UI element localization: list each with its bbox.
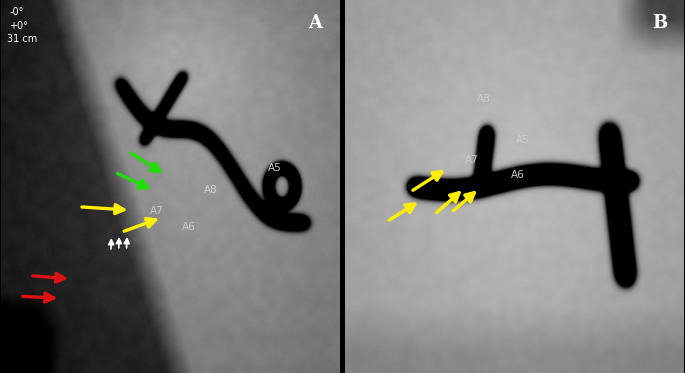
Text: A6: A6 xyxy=(511,170,525,179)
Text: A: A xyxy=(308,14,323,32)
Text: A8: A8 xyxy=(203,185,217,195)
Text: A5: A5 xyxy=(516,135,530,145)
Text: 31 cm: 31 cm xyxy=(7,34,37,44)
Text: +0°: +0° xyxy=(9,21,28,31)
Text: A5: A5 xyxy=(268,163,282,173)
Text: B: B xyxy=(652,14,668,32)
Text: A7: A7 xyxy=(149,206,163,216)
Text: -0°: -0° xyxy=(9,7,23,17)
Text: A6: A6 xyxy=(182,222,195,232)
Text: A7: A7 xyxy=(465,156,479,166)
Text: A8: A8 xyxy=(477,94,491,104)
